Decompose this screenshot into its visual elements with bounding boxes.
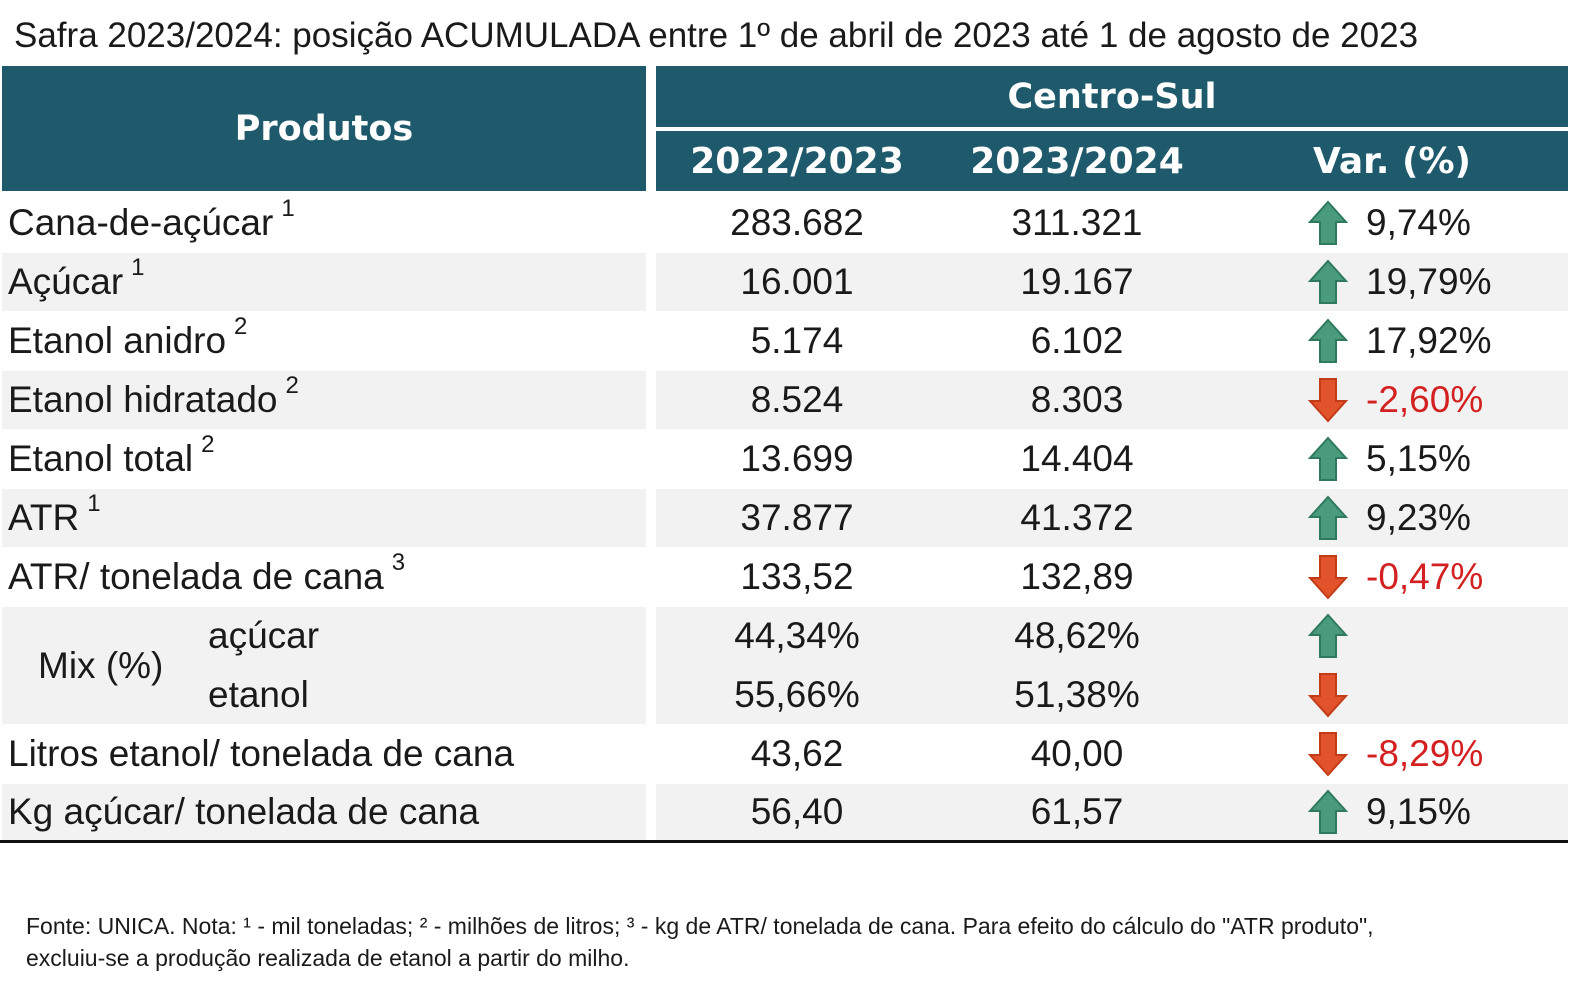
table-row: ATR 1 37.877 41.372 9,23% [2,489,1568,547]
mix-block: Mix (%) [2,607,1568,724]
arrow-down-icon [1306,666,1350,724]
mix-label: Mix (%) [38,644,164,686]
row-variation: 9,15% [1366,791,1471,832]
row-value-2023-2024: 132,89 [1020,556,1134,597]
arrow-down-icon [1306,371,1350,429]
row-label: Etanol hidratado 2 [8,372,299,420]
table-row: açúcar 44,34% 48,62% [2,607,1568,665]
row-value-2022-2023: 5.174 [750,320,844,361]
table-row: Etanol hidratado 2 8.524 8.303 -2,60% [2,371,1568,429]
mix-etanol-label: etanol [208,674,309,715]
row-label: Litros etanol/ tonelada de cana [8,733,515,774]
arrow-up-icon [1306,253,1350,311]
row-value-2023-2024: 61,57 [1030,791,1124,832]
row-label: Cana-de-açúcar 1 [8,195,295,243]
row-value-2022-2023: 56,40 [750,791,844,832]
row-value-2022-2023: 43,62 [750,733,844,774]
row-label: ATR 1 [8,490,101,538]
footnote-line-1: Fonte: UNICA. Nota: ¹ - mil toneladas; ²… [26,913,1374,939]
row-variation: -2,60% [1366,379,1484,420]
header-divider [656,127,1568,131]
row-variation: 9,23% [1366,497,1471,538]
row-value-2022-2023: 37.877 [740,497,854,538]
row-value-2023-2024: 6.102 [1030,320,1124,361]
table-title: Safra 2023/2024: posição ACUMULADA entre… [14,16,1419,55]
row-value-2022-2023: 8.524 [750,379,844,420]
table-row: Etanol anidro 2 5.174 6.102 17,92% [2,312,1568,370]
row-variation: 17,92% [1366,320,1492,361]
mix-acucar-2022-2023: 44,34% [734,615,860,656]
arrow-down-icon [1306,548,1350,606]
row-label: Kg açúcar/ tonelada de cana [8,791,480,832]
arrow-up-icon [1306,194,1350,252]
row-value-2023-2024: 41.372 [1020,497,1134,538]
row-variation: 9,74% [1366,202,1471,243]
header-year-2022-2023: 2022/2023 [656,131,938,191]
row-value-2023-2024: 40,00 [1030,733,1124,774]
header-year-2023-2024: 2023/2024 [938,131,1216,191]
table-row: ATR/ tonelada de cana 3 133,52 132,89 -0,… [2,548,1568,606]
mix-acucar-2023-2024: 48,62% [1014,615,1140,656]
footnote: Fonte: UNICA. Nota: ¹ - mil toneladas; ²… [26,910,1566,974]
table-bottom-border [0,840,1568,843]
arrow-up-icon [1306,312,1350,370]
row-label: ATR/ tonelada de cana 3 [8,549,406,597]
row-value-2022-2023: 133,52 [740,556,854,597]
header-produtos: Produtos [2,66,646,191]
row-label: Etanol total 2 [8,431,215,479]
header-region: Centro-Sul [656,66,1568,127]
table-row: Açúcar 1 16.001 19.167 19,79% [2,253,1568,311]
row-value-2023-2024: 19.167 [1020,261,1134,302]
row-value-2022-2023: 16.001 [740,261,854,302]
row-value-2023-2024: 311.321 [1011,202,1143,243]
mix-acucar-label: açúcar [208,615,320,656]
arrow-up-icon [1306,784,1350,840]
row-value-2022-2023: 13.699 [740,438,854,479]
table-row: etanol 55,66% 51,38% [2,666,1568,724]
row-value-2023-2024: 14.404 [1020,438,1134,479]
arrow-up-icon [1306,430,1350,488]
arrow-up-icon [1306,607,1350,665]
row-variation: -0,47% [1366,556,1484,597]
table-row: Etanol total 2 13.699 14.404 5,15% [2,430,1568,488]
row-label: Açúcar 1 [8,254,145,302]
row-label: Etanol anidro 2 [8,313,248,361]
header-variation: Var. (%) [1216,131,1568,191]
arrow-up-icon [1306,489,1350,547]
row-variation: -8,29% [1366,733,1484,774]
row-value-2023-2024: 8.303 [1030,379,1124,420]
table-row: Litros etanol/ tonelada de cana 43,62 40… [2,725,1568,783]
arrow-down-icon [1306,725,1350,783]
row-variation: 19,79% [1366,261,1492,302]
table-row: Kg açúcar/ tonelada de cana 56,40 61,57 … [2,784,1568,840]
mix-etanol-2023-2024: 51,38% [1014,674,1140,715]
footnote-line-2: excluiu-se a produção realizada de etano… [26,945,630,971]
mix-etanol-2022-2023: 55,66% [734,674,860,715]
row-variation: 5,15% [1366,438,1471,479]
row-value-2022-2023: 283.682 [730,202,864,243]
table-row: Cana-de-açúcar 1 283.682 311.321 9,74% [2,194,1568,252]
